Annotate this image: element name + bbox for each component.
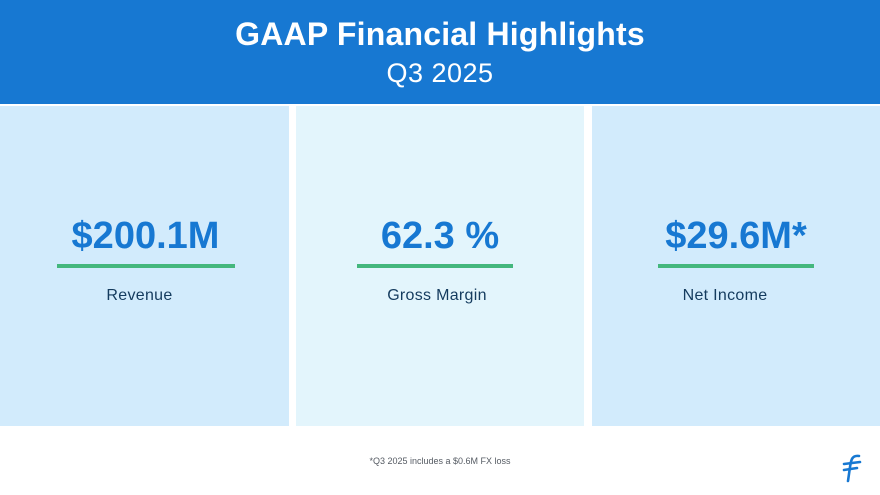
gross-margin-card: 62.3 % Gross Margin <box>296 106 584 426</box>
brand-logo-icon <box>840 453 866 483</box>
page-subtitle: Q3 2025 <box>386 58 494 88</box>
revenue-value: $200.1M <box>71 215 220 257</box>
net-income-value: $29.6M* <box>665 215 807 257</box>
revenue-card: $200.1M Revenue <box>0 106 289 426</box>
page-title: GAAP Financial Highlights <box>235 16 645 52</box>
revenue-label: Revenue <box>106 287 173 304</box>
net-income-label: Net Income <box>682 287 768 304</box>
net-income-card: $29.6M* Net Income <box>592 106 880 426</box>
footnote: *Q3 2025 includes a $0.6M FX loss <box>369 456 511 466</box>
gross-margin-underline <box>357 264 513 268</box>
gross-margin-value: 62.3 % <box>380 215 500 257</box>
revenue-underline <box>57 264 235 268</box>
gross-margin-label: Gross Margin <box>387 287 487 304</box>
header-banner: GAAP Financial Highlights Q3 2025 <box>0 0 880 104</box>
net-income-underline <box>658 264 814 268</box>
